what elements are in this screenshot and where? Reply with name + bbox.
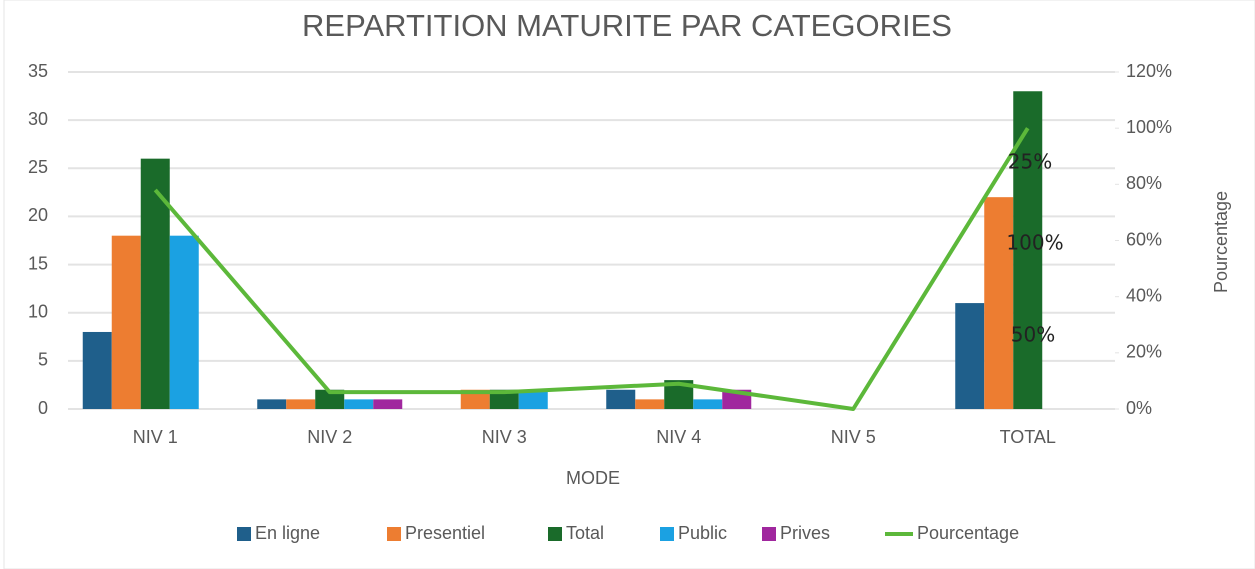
x-tick-label: NIV 5 [831,427,876,447]
y-tick-label: 10 [28,301,48,321]
legend-swatch [548,527,562,541]
x-tick-label: NIV 1 [133,427,178,447]
bar [315,389,345,409]
bar [140,158,170,409]
legend-swatch [237,527,251,541]
y-tick-label: 20 [28,205,48,225]
annotation: 100% [1006,231,1063,255]
y-tick-label: 35 [28,61,48,81]
legend-label: Pourcentage [917,523,1019,543]
bar [286,399,316,409]
y-tick-label: 25 [28,157,48,177]
line-series [153,127,1030,411]
legend-label: Public [678,523,727,543]
legend-label: Total [566,523,604,543]
y-tick-label: 0 [38,398,48,418]
bar [460,389,490,409]
legend-label: En ligne [255,523,320,543]
bar [257,399,287,409]
x-axis-title: MODE [566,468,620,488]
legend-label: Presentiel [405,523,485,543]
y-tick-label: 30 [28,109,48,129]
x-tick-label: TOTAL [1000,427,1056,447]
annotation: 50% [1011,323,1055,347]
chart-frame [3,0,1255,569]
bar [82,331,112,409]
chart-title: REPARTITION MATURITE PAR CATEGORIES [302,8,952,43]
y2-tick-label: 100% [1126,117,1172,137]
bar [606,389,636,409]
legend-swatch [387,527,401,541]
bar [984,197,1014,409]
y2-tick-label: 60% [1126,229,1162,249]
bar [111,235,141,409]
y2-tick-label: 0% [1126,398,1152,418]
bar [489,389,519,409]
bar [955,303,985,409]
legend-swatch [762,527,776,541]
bar [693,399,723,409]
x-tick-label: NIV 2 [307,427,352,447]
y2-tick-label: 80% [1126,173,1162,193]
y2-tick-label: 20% [1126,342,1162,362]
legend-swatch [660,527,674,541]
x-tick-label: NIV 4 [656,427,701,447]
y-tick-label: 5 [38,350,48,370]
legend-label: Prives [780,523,830,543]
y2-tick-label: 40% [1126,285,1162,305]
bar [373,399,403,409]
y2-tick-label: 120% [1126,61,1172,81]
y2-axis-title: Pourcentage [1211,191,1231,293]
annotation: 25% [1008,150,1052,174]
bar [169,235,199,409]
x-tick-label: NIV 3 [482,427,527,447]
bar [518,389,548,409]
y-tick-label: 15 [28,253,48,273]
bar [635,399,665,409]
bar [344,399,374,409]
